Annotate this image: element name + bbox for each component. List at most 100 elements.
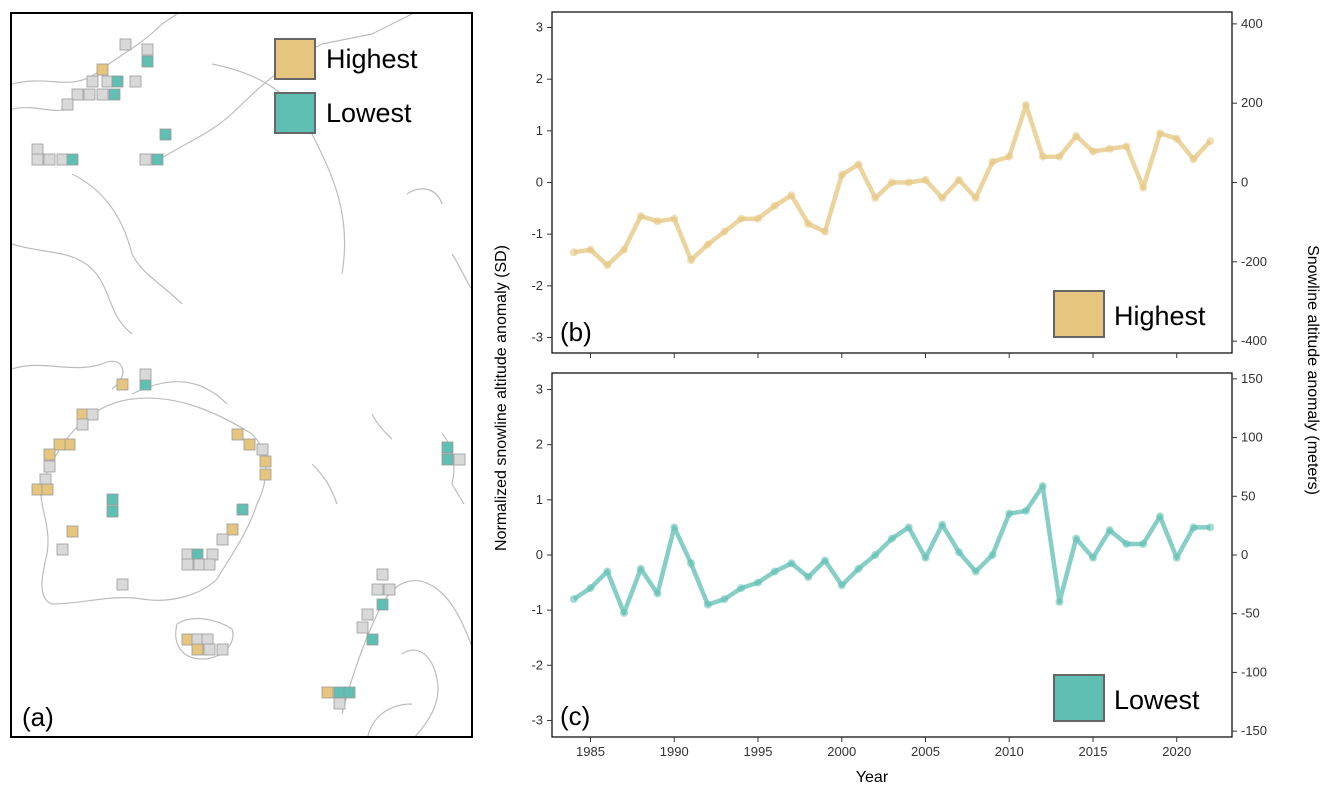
series-point	[603, 261, 612, 270]
map-cell-highest	[116, 378, 129, 391]
series-point	[1038, 482, 1047, 491]
secondary-y-tick-label: 50	[1241, 488, 1255, 503]
legend-highest-swatch	[274, 38, 316, 80]
map-cell-highest	[31, 483, 44, 496]
series-point	[1155, 129, 1164, 138]
y-tick-label: 0	[536, 547, 543, 562]
series-point	[1189, 523, 1198, 532]
series-point	[703, 600, 712, 609]
series-point	[1122, 142, 1131, 151]
map-cell-neutral	[256, 443, 269, 456]
map-cell-lowest	[441, 441, 454, 454]
series-point	[787, 191, 796, 200]
series-point	[954, 175, 963, 184]
secondary-y-tick-label: -400	[1241, 333, 1267, 348]
panel-label: (b)	[560, 317, 592, 347]
series-point	[620, 245, 629, 254]
map-cell-neutral	[203, 558, 216, 571]
y-tick-label: -3	[531, 712, 543, 727]
map-cell-neutral	[56, 543, 69, 556]
series-point	[703, 240, 712, 249]
map-cell-highest	[259, 455, 272, 468]
series-point	[1055, 597, 1064, 606]
secondary-y-tick-label: 0	[1241, 175, 1248, 190]
series-point	[871, 551, 880, 559]
series-point	[670, 523, 679, 532]
map-cell-neutral	[31, 143, 44, 156]
map-cell-lowest	[139, 378, 152, 391]
map-cell-highest	[259, 468, 272, 481]
map-cell-neutral	[86, 75, 99, 88]
map-cell-highest	[43, 448, 56, 461]
map-cell-neutral	[119, 38, 132, 51]
series-point	[569, 595, 578, 604]
map-cell-neutral	[61, 98, 74, 111]
series-point	[837, 170, 846, 179]
map-cell-lowest	[333, 686, 346, 699]
map-cell-lowest	[343, 686, 356, 699]
legend-lowest-swatch	[274, 92, 316, 134]
map-cell-highest	[181, 633, 194, 646]
map-cell-neutral	[216, 643, 229, 656]
map-canvas	[12, 14, 471, 736]
chart-panel-b: -3 -2 -1 0 1 2 3 -400 -200 0 200 400 (b) Highest	[531, 11, 1267, 358]
map-cell-neutral	[193, 558, 206, 571]
series-point	[687, 256, 696, 264]
series-point	[720, 227, 729, 236]
x-tick-label: 2015	[1079, 744, 1108, 759]
x-tick-label: 1990	[660, 744, 689, 759]
series-point	[754, 214, 763, 223]
secondary-y-tick-label: 0	[1241, 547, 1248, 562]
map-cell-neutral	[139, 368, 152, 381]
series-point	[1206, 523, 1215, 532]
secondary-y-tick-label: -50	[1241, 606, 1260, 621]
left-axis-title: Normalized snowline altitude anomaly (SD…	[493, 245, 510, 551]
series-point	[670, 214, 679, 223]
map-cell-neutral	[96, 88, 109, 101]
map-cell-highest	[76, 408, 89, 421]
map-cell-neutral	[116, 578, 129, 591]
map-cell-highest	[243, 438, 256, 451]
series-point	[620, 608, 629, 617]
map-cell-highest	[53, 438, 66, 451]
series-point	[1005, 509, 1014, 518]
map-cell-neutral	[201, 633, 214, 646]
panel-label: (c)	[560, 701, 590, 731]
series-point	[837, 581, 846, 590]
series-point	[1105, 526, 1114, 535]
series-point	[1139, 539, 1148, 548]
series-point	[603, 567, 612, 576]
legend-highest-label: Highest	[326, 44, 418, 74]
series-point	[821, 556, 830, 565]
map-cell-neutral	[181, 558, 194, 571]
legend-swatch	[1053, 674, 1105, 722]
y-tick-label: 0	[536, 175, 543, 190]
panel-label-a: (a)	[22, 702, 54, 732]
series-point	[1155, 512, 1164, 521]
map-grid-cells	[31, 38, 466, 710]
x-tick-label: 2010	[995, 744, 1024, 759]
series-point	[1139, 183, 1148, 192]
legend-lowest-label: Lowest	[326, 98, 412, 128]
series-point	[737, 214, 746, 223]
map-cell-neutral	[376, 568, 389, 581]
map-cell-neutral	[76, 418, 89, 431]
map-cell-neutral	[361, 608, 374, 621]
series-point	[737, 584, 746, 593]
series-point	[754, 578, 763, 587]
x-tick-label: 2005	[911, 744, 940, 759]
series-point	[636, 212, 645, 221]
y-tick-label: -2	[531, 278, 543, 293]
secondary-y-tick-label: -100	[1241, 664, 1267, 679]
series-point	[888, 534, 896, 543]
y-tick-label: -2	[531, 657, 543, 672]
map-cell-neutral	[356, 621, 369, 634]
map-cell-lowest	[191, 548, 204, 561]
map-cell-lowest	[66, 153, 79, 166]
series-point	[636, 564, 645, 573]
series-point	[770, 567, 779, 576]
map-cell-highest	[41, 483, 54, 496]
series-point	[888, 178, 896, 187]
secondary-y-tick-label: 100	[1241, 430, 1263, 445]
